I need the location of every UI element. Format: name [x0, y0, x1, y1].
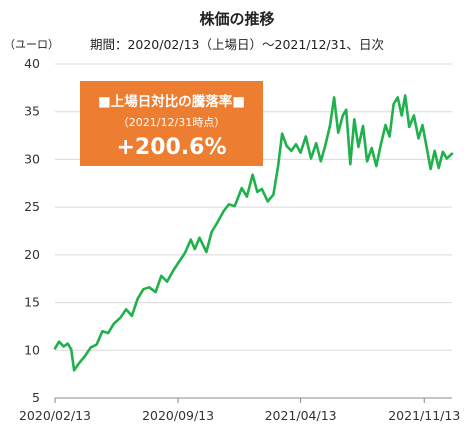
- return-callout-box: ■上場日対比の騰落率■ （2021/12/31時点） +200.6%: [80, 81, 263, 166]
- chart-title: 株価の推移: [199, 10, 275, 28]
- y-tick-label: 35: [24, 104, 40, 119]
- y-tick-label: 20: [24, 247, 40, 262]
- x-tick-label: 2021/04/13: [265, 408, 337, 423]
- y-tick-label: 25: [24, 199, 40, 214]
- y-axis-unit-label: （ユーロ）: [4, 38, 59, 51]
- x-tick-label: 2021/11/13: [388, 408, 460, 423]
- y-tick-label: 5: [32, 390, 40, 405]
- callout-date: （2021/12/31時点）: [117, 116, 226, 129]
- callout-title: ■上場日対比の騰落率■: [97, 94, 245, 110]
- price-series-line: [53, 94, 454, 372]
- y-tick-label: 15: [24, 295, 40, 310]
- y-tick-label: 40: [24, 56, 40, 71]
- x-tick-label: 2020/02/13: [19, 408, 91, 423]
- callout-return-value: +200.6%: [116, 135, 227, 160]
- y-tick-label: 30: [24, 151, 40, 166]
- x-tick-label: 2020/09/13: [142, 408, 214, 423]
- y-tick-label: 10: [24, 342, 40, 357]
- chart-subtitle: 期間：2020/02/13（上場日）～2021/12/31、日次: [89, 37, 385, 52]
